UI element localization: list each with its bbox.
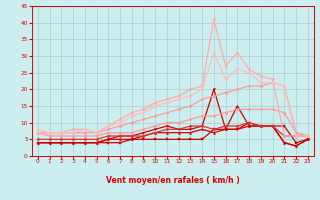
X-axis label: Vent moyen/en rafales ( km/h ): Vent moyen/en rafales ( km/h ) [106, 176, 240, 185]
